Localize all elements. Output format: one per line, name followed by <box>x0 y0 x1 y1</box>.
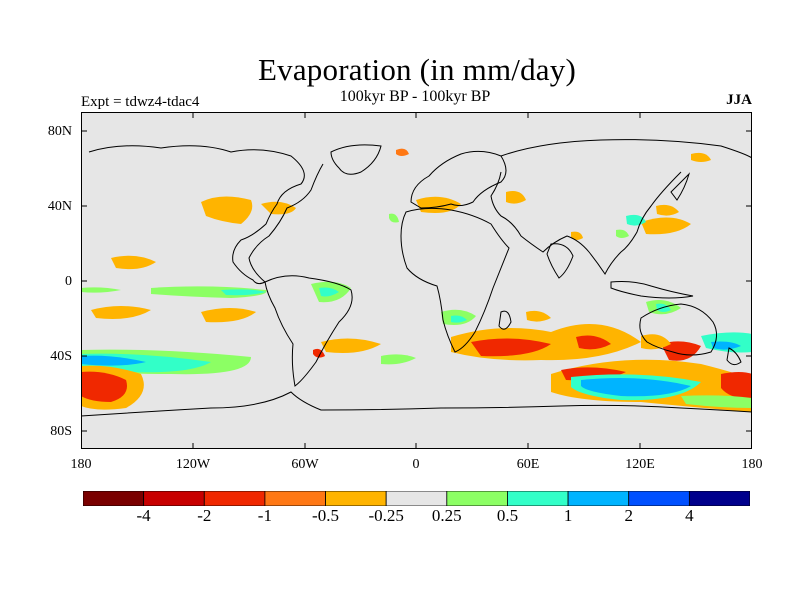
red-patch <box>471 338 551 357</box>
orange-patch <box>526 310 551 322</box>
coastline-south-america <box>264 275 353 387</box>
coastline-australia <box>639 303 717 356</box>
colorbar-tick-label: 2 <box>624 506 633 525</box>
colorbar-swatch <box>567 491 630 506</box>
lat-label-80s: 80S <box>50 424 72 439</box>
colorbar-swatch <box>446 491 508 506</box>
colorbar-swatch <box>628 491 690 506</box>
orange-patch <box>261 201 296 215</box>
coastline-madagascar <box>498 310 512 330</box>
orange-patch <box>201 196 253 224</box>
colorbar-swatch <box>688 491 750 506</box>
colorbar-swatch <box>83 491 145 506</box>
experiment-label: Expt = tdwz4-tdac4 <box>81 94 200 110</box>
lat-label-80n: 80N <box>47 124 72 139</box>
colorbar-tick-label: 0.5 <box>496 506 519 525</box>
colorbar-tick-label: -4 <box>136 506 151 525</box>
teal-patch <box>319 287 339 297</box>
red-patch <box>661 341 701 361</box>
colorbar-tick-label: -0.25 <box>368 506 404 525</box>
coastline-indonesia <box>610 281 694 299</box>
blue-patch <box>711 341 741 350</box>
colorbar-tick-label: 0.25 <box>431 506 462 525</box>
lon-label-120e: 120E <box>625 457 655 472</box>
red-patch <box>721 372 752 399</box>
green-patch <box>681 395 752 408</box>
green-patch <box>381 354 416 365</box>
coastline-japan <box>670 172 691 201</box>
green-patch <box>616 229 629 238</box>
orange-patch <box>571 231 583 240</box>
orange-patch <box>111 255 156 270</box>
orange-patch <box>656 204 679 216</box>
coastlines <box>81 139 752 417</box>
orange-patch <box>506 191 526 204</box>
lon-label-60e: 60E <box>516 457 540 472</box>
colorbar-tick-label: -1 <box>257 506 272 525</box>
colorbar-swatch <box>203 491 266 506</box>
coastline-north-america <box>88 145 324 285</box>
evaporation-map <box>81 112 752 449</box>
colorbar-swatch <box>264 491 326 506</box>
anomaly-patches <box>81 148 752 412</box>
teal-patch <box>626 214 646 226</box>
lon-label-180-west: 180 <box>70 457 92 472</box>
teal-patch <box>451 315 467 323</box>
colorbar-tick-label: 4 <box>685 506 694 525</box>
coastline-greenland <box>330 144 382 175</box>
orange-patch <box>691 152 711 162</box>
green-patch <box>81 287 121 293</box>
lat-label-40s: 40S <box>50 349 72 364</box>
red-patch <box>576 335 611 350</box>
season-label: JJA <box>726 92 752 108</box>
colorbar-tick-label: 1 <box>563 506 573 525</box>
coastline-europe <box>410 150 507 209</box>
colorbar-tick-label: -2 <box>197 506 212 525</box>
red-patch <box>81 371 127 402</box>
colorbar-swatch <box>143 491 205 506</box>
orange-patch <box>321 338 381 353</box>
chart-title: Evaporation (in mm/day) <box>258 52 576 87</box>
orange-patch <box>91 306 151 319</box>
lon-label-180-east: 180 <box>741 457 763 472</box>
lon-label-60w: 60W <box>291 457 319 472</box>
lon-label-0: 0 <box>412 457 420 472</box>
chart-subtitle: 100kyr BP - 100kyr BP <box>339 88 491 105</box>
colorbar-swatch <box>507 491 569 506</box>
coastline-antarctica <box>81 391 752 417</box>
coastline-africa <box>400 207 510 353</box>
coastline-india <box>546 243 574 279</box>
coastline-asia <box>490 139 752 275</box>
orange-patch <box>201 308 256 323</box>
orange-patch <box>641 334 671 350</box>
orange-patch <box>641 217 691 235</box>
colorbar-swatch <box>325 491 387 506</box>
green-patch <box>389 213 399 223</box>
colorbar-swatch <box>385 491 448 506</box>
lat-label-40n: 40N <box>47 199 72 214</box>
lat-label-0: 0 <box>65 274 72 289</box>
colorbar-tick-label: -0.5 <box>312 506 339 525</box>
orange-patch <box>396 148 409 156</box>
coastline-new-zealand <box>726 347 742 366</box>
blue-patch <box>581 378 691 397</box>
teal-patch <box>221 289 266 296</box>
lon-label-120w: 120W <box>175 457 211 472</box>
colorbar <box>83 491 750 506</box>
map-ticks <box>81 112 752 449</box>
blue-patch <box>81 355 146 366</box>
